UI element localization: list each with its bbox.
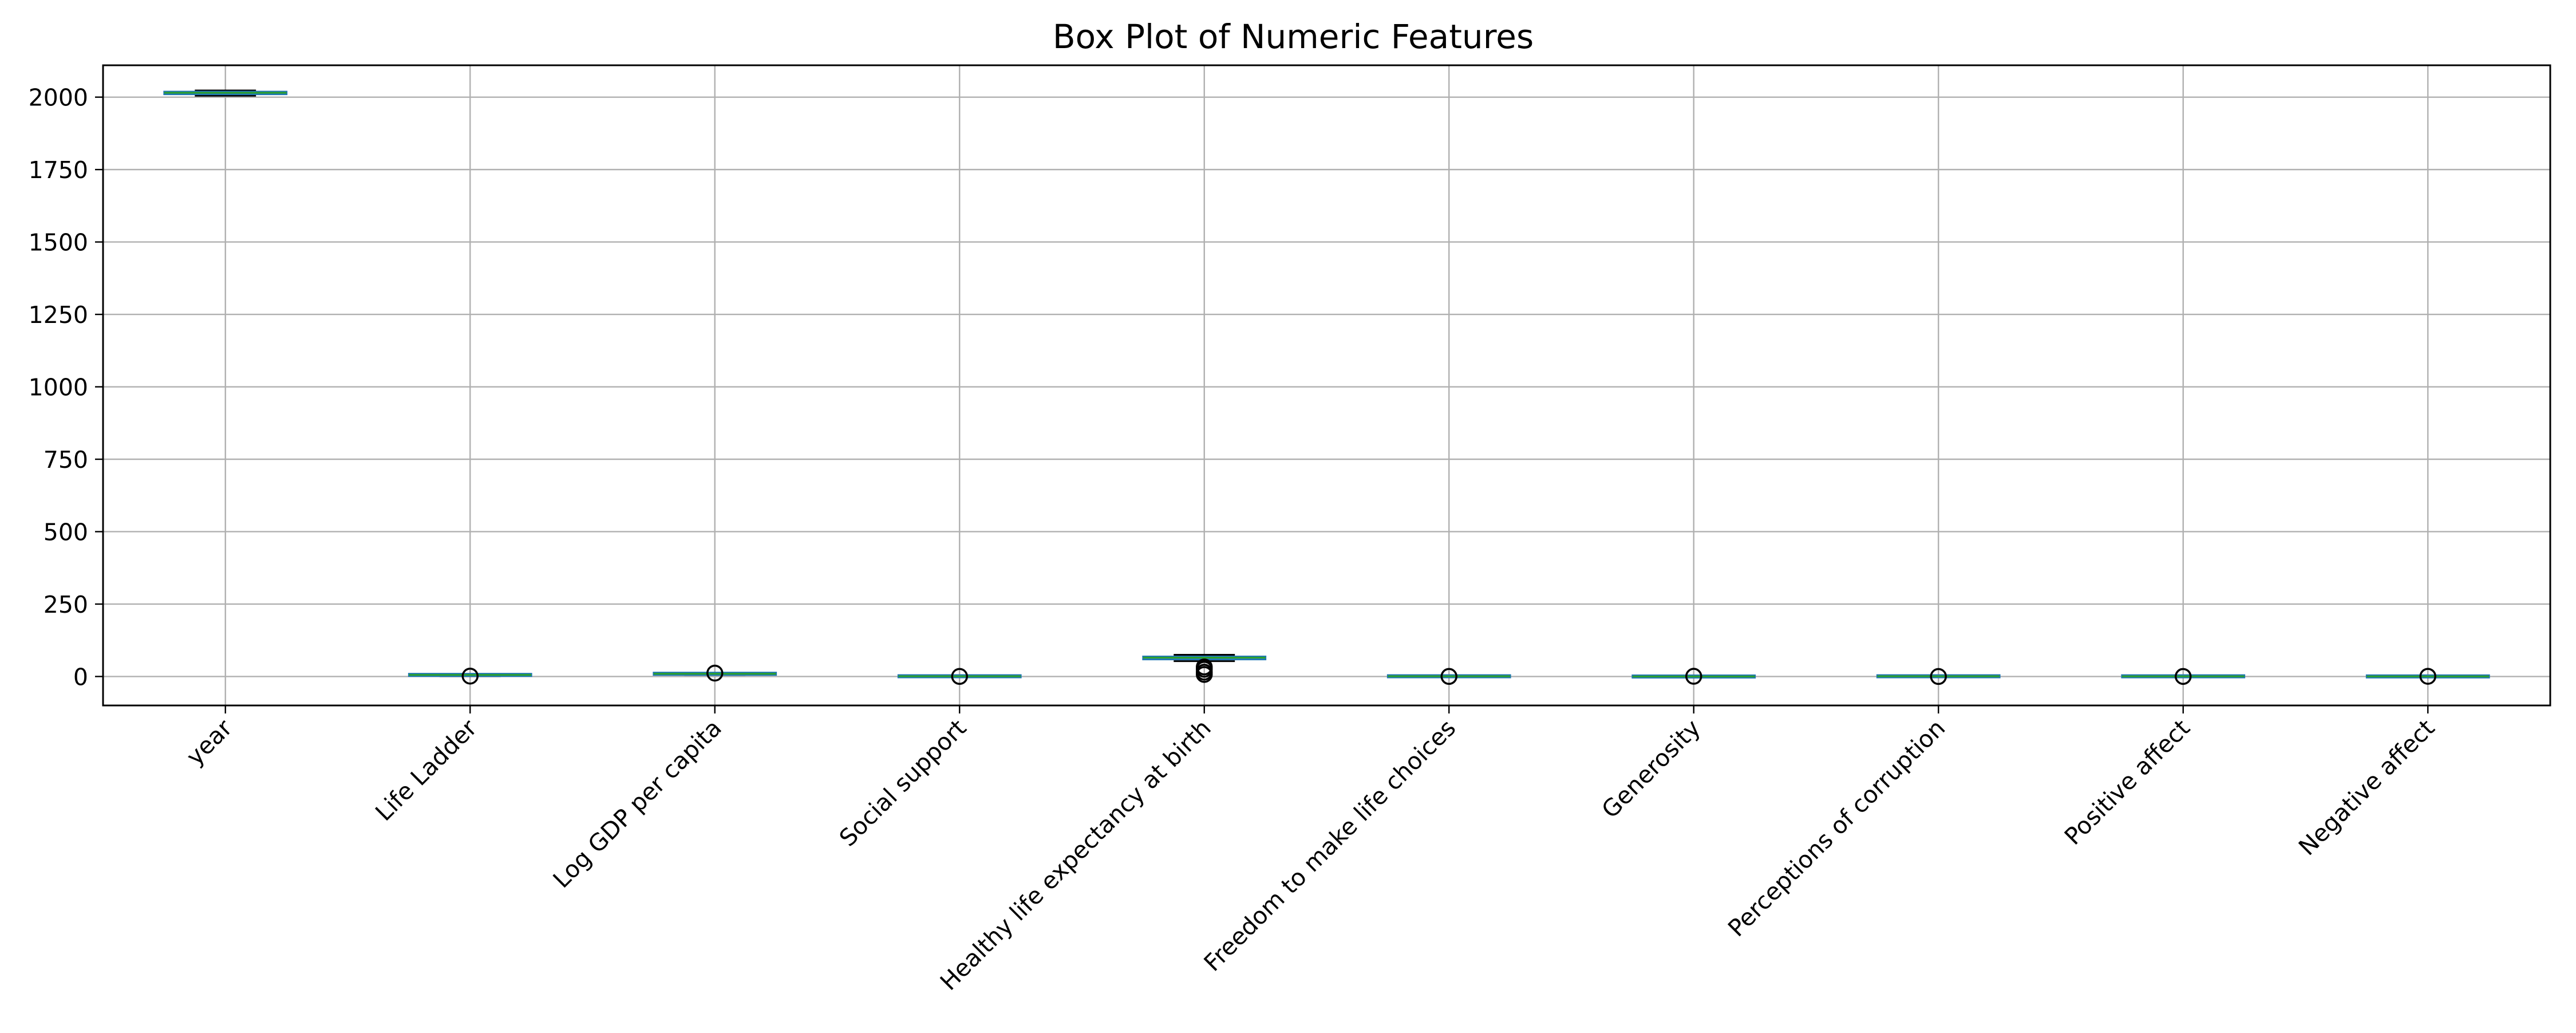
y-tick-label: 1000 <box>29 374 88 401</box>
y-tick-label: 1750 <box>29 156 88 184</box>
y-tick-label: 1500 <box>29 229 88 257</box>
chart-title: Box Plot of Numeric Features <box>1053 17 1534 56</box>
plot-area-frame <box>102 64 2551 707</box>
box-flier <box>2175 668 2192 685</box>
x-tick-label: Social support <box>834 714 971 851</box>
x-axis-ticks: year Life Ladder Log GDP per capita Social … <box>181 705 2440 996</box>
box-flier <box>1196 658 1213 676</box>
y-tick-label: 500 <box>44 518 88 546</box>
box-4 <box>1142 653 1267 683</box>
y-tick-label: 250 <box>44 591 88 618</box>
x-tick-label: Generosity <box>1597 714 1706 823</box>
x-tick-label: Log GDP per capita <box>548 714 727 893</box>
box-2 <box>653 664 777 682</box>
x-tick-label: Freedom to make life choices <box>1199 714 1461 977</box>
y-tick-label: 2000 <box>29 84 88 112</box>
box-flier <box>2419 668 2436 685</box>
x-tick-label: year <box>181 714 238 771</box>
x-tick-label: Life Ladder <box>370 714 482 826</box>
box-series <box>163 89 2490 685</box>
x-tick-label: Healthy life expectancy at birth <box>935 714 1216 996</box>
box-6 <box>1631 668 1756 685</box>
box-8 <box>2121 668 2246 685</box>
box-flier <box>1930 668 1947 685</box>
grid-lines <box>103 65 2550 705</box>
box-9 <box>2365 668 2490 685</box>
y-tick-label: 750 <box>44 446 88 474</box>
box-5 <box>1386 668 1511 685</box>
box-3 <box>897 668 1022 685</box>
x-tick-label: Perceptions of corruption <box>1722 714 1950 942</box>
box-flier <box>461 668 479 685</box>
box-7 <box>1876 668 2001 685</box>
box-1 <box>408 668 532 685</box>
box-flier <box>1440 668 1457 685</box>
x-tick-label: Negative affect <box>2293 714 2440 861</box>
box-flier <box>1685 668 1702 685</box>
y-tick-label: 1250 <box>29 301 88 329</box>
y-tick-label: 0 <box>73 663 88 691</box>
box-flier <box>706 664 724 682</box>
box-0 <box>163 89 288 97</box>
x-tick-label: Positive affect <box>2059 714 2195 850</box>
y-axis-ticks: 0 250 500 750 1000 1250 1500 1750 2000 <box>29 84 103 691</box>
box-flier <box>951 668 968 685</box>
